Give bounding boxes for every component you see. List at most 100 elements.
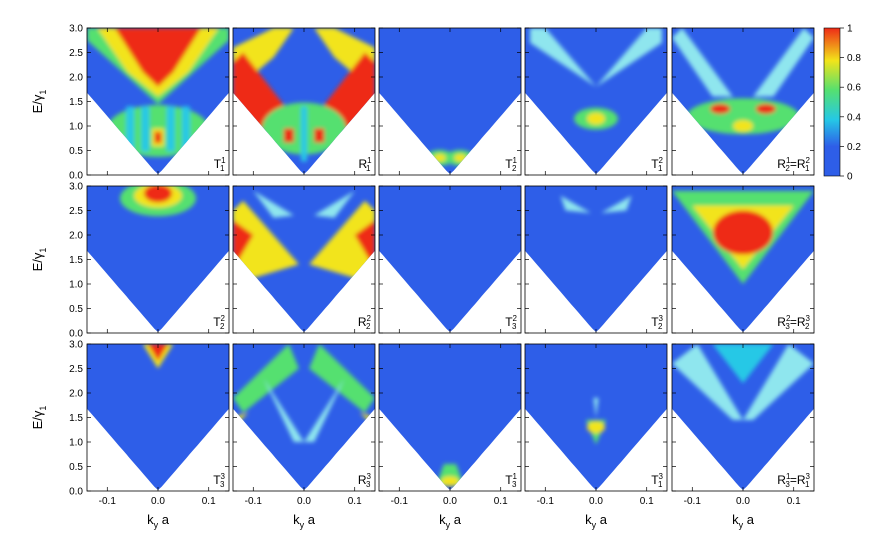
heat-region [596, 28, 662, 87]
panel-label: T2 3 [505, 314, 517, 331]
panel-features [120, 186, 196, 217]
heat-region [253, 190, 294, 218]
x-tick-label: -0.1 [391, 496, 409, 507]
panel-map [525, 344, 667, 490]
x-tick-label: 0.1 [348, 496, 362, 507]
x-axis-label: ky a [147, 512, 170, 530]
heat-region [304, 378, 345, 442]
panel-features [672, 28, 814, 135]
y-tick-label: 0.0 [69, 487, 83, 498]
heat-region [233, 200, 299, 284]
panel-label: R3 3 [358, 472, 372, 489]
heat-region [441, 476, 459, 487]
panel-label: R2 3=R3 2 [777, 314, 810, 331]
heat-region [359, 412, 375, 428]
heat-region [672, 28, 733, 97]
panel-background [233, 344, 375, 490]
colorbar-tick-label: 0.2 [847, 142, 861, 153]
x-axis-label: ky a [439, 512, 462, 530]
y-tick-label: 3.0 [69, 182, 83, 193]
panel-R22: R2 2 [232, 185, 376, 334]
heat-region [593, 397, 599, 418]
x-tick-label: -0.1 [537, 496, 555, 507]
panel-features [87, 28, 229, 157]
y-tick-label: 2.5 [69, 48, 83, 59]
panel-map [379, 186, 521, 332]
panel-map [379, 344, 521, 490]
x-tick-label: -0.1 [99, 496, 117, 507]
y-tick-label: 3.0 [69, 24, 83, 35]
y-tick-label: 2.0 [69, 231, 83, 242]
panel-map [87, 344, 229, 490]
panel-label: T2 2 [213, 314, 225, 331]
y-tick-label: 2.0 [69, 389, 83, 400]
panel-R33: R3 3 [232, 343, 376, 492]
panel-T13: T1 3 [378, 343, 522, 492]
y-tick-label: 0.5 [69, 304, 83, 315]
panel-label: R1 3=R3 1 [777, 472, 810, 489]
x-tick-label: 0.1 [787, 496, 801, 507]
heat-region [309, 344, 375, 413]
x-tick-label: 0.1 [494, 496, 508, 507]
x-tick-label: 0.0 [443, 496, 457, 507]
heat-region [314, 128, 325, 143]
panel-map [672, 344, 814, 490]
x-axis-label: ky a [293, 512, 316, 530]
panel-T32: T3 2 [524, 185, 668, 334]
heat-region [743, 344, 814, 420]
y-axis-label: E/γ1 [30, 406, 48, 430]
y-tick-label: 0.5 [69, 146, 83, 157]
heat-region [713, 210, 773, 255]
y-tick-label: 0.0 [69, 329, 83, 340]
panel-map [672, 186, 814, 332]
panel-features [560, 195, 632, 213]
heat-region [147, 344, 169, 362]
heat-region [301, 106, 307, 162]
heat-region [560, 195, 591, 213]
heat-region [126, 106, 135, 152]
heat-region [433, 153, 446, 162]
panels-layer: T1 1 R1 1 T1 2 T2 1 R1 2=R2 1 T2 2 R2 2 T2 3 T3 2 R2 3=R3 2 T3… [86, 27, 815, 492]
heat-region [144, 186, 172, 203]
x-tick-label: -0.1 [245, 496, 263, 507]
panel-background [525, 186, 667, 332]
heat-region [755, 103, 776, 114]
heat-region [166, 106, 175, 152]
heat-region [233, 344, 299, 413]
panel-map [233, 344, 375, 490]
heat-region [712, 344, 774, 384]
panel-features [672, 344, 814, 420]
y-tick-label: 1.0 [69, 438, 83, 449]
y-tick-label: 3.0 [69, 340, 83, 351]
panel-map [525, 28, 667, 174]
colorbar-tick-label: 0.8 [847, 53, 861, 64]
panel-label: R1 2=R2 1 [777, 156, 810, 173]
panel-T33: T3 3 [86, 343, 230, 492]
panel-map [672, 28, 814, 174]
heat-region [710, 103, 731, 114]
x-tick-label: -0.1 [684, 496, 702, 507]
colorbar-tick-label: 0 [847, 172, 853, 183]
y-tick-label: 1.5 [69, 255, 83, 266]
panel-R23: R2 3=R3 2 [671, 185, 815, 334]
panel-R12: R1 2=R2 1 [671, 27, 815, 176]
panel-label: T3 3 [213, 472, 225, 489]
heat-region [283, 128, 294, 143]
y-tick-label: 2.5 [69, 364, 83, 375]
panel-T22: T2 2 [86, 185, 230, 334]
panel-features [435, 464, 465, 487]
x-axis-label: ky a [732, 512, 755, 530]
colorbar-gradient [823, 27, 841, 177]
heat-region [314, 190, 355, 218]
colorbar-tick-label: 0.6 [847, 83, 861, 94]
y-tick-label: 2.5 [69, 206, 83, 217]
y-tick-label: 0.0 [69, 171, 83, 182]
panel-features [530, 28, 662, 130]
heat-region [114, 28, 202, 87]
panel-map [233, 28, 375, 174]
heat-region [587, 112, 605, 125]
panel-T21: T2 1 [524, 27, 668, 176]
panel-features [233, 344, 375, 442]
heat-region [181, 106, 190, 152]
